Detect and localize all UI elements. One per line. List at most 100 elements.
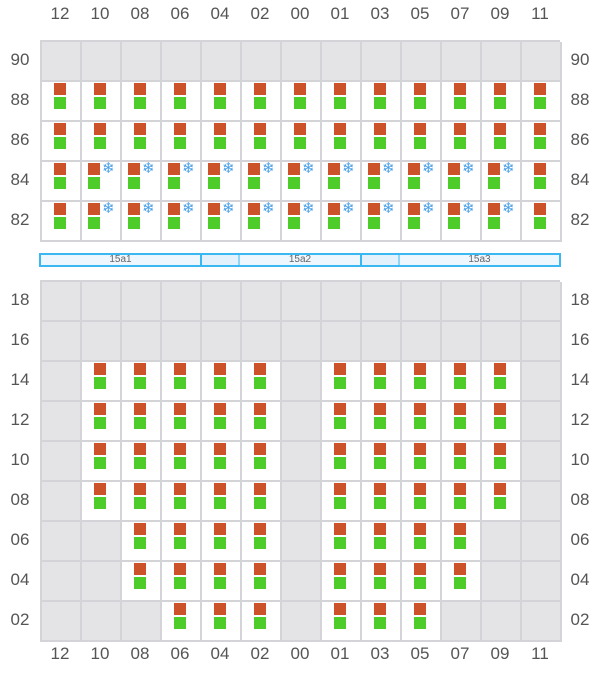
slot[interactable] — [522, 202, 562, 242]
slot[interactable] — [162, 402, 202, 442]
empty-slot[interactable] — [402, 282, 442, 322]
empty-slot[interactable] — [282, 482, 322, 522]
empty-slot[interactable] — [282, 522, 322, 562]
slot[interactable] — [242, 482, 282, 522]
slot[interactable] — [162, 482, 202, 522]
empty-slot[interactable] — [522, 442, 562, 482]
empty-slot[interactable] — [42, 322, 82, 362]
slot[interactable] — [362, 402, 402, 442]
slot[interactable] — [482, 402, 522, 442]
empty-slot[interactable] — [402, 42, 442, 82]
slot[interactable] — [162, 442, 202, 482]
slot[interactable] — [402, 362, 442, 402]
slot[interactable]: ❄ — [162, 201, 202, 242]
empty-slot[interactable] — [442, 42, 482, 82]
empty-slot[interactable] — [202, 322, 242, 362]
slot[interactable] — [482, 122, 522, 162]
empty-slot[interactable] — [42, 602, 82, 642]
slot[interactable] — [362, 122, 402, 162]
slot[interactable] — [162, 122, 202, 162]
empty-slot[interactable] — [522, 522, 562, 562]
slot[interactable]: ❄ — [282, 201, 322, 242]
empty-slot[interactable] — [162, 42, 202, 82]
slot[interactable] — [162, 602, 202, 642]
empty-slot[interactable] — [522, 562, 562, 602]
slot[interactable] — [122, 482, 162, 522]
slot[interactable] — [162, 82, 202, 122]
empty-slot[interactable] — [82, 602, 122, 642]
section-15a3[interactable]: 15a3 — [468, 254, 491, 265]
slot[interactable] — [442, 82, 482, 122]
slot[interactable] — [402, 602, 442, 642]
empty-slot[interactable] — [522, 322, 562, 362]
slot[interactable] — [402, 402, 442, 442]
empty-slot[interactable] — [282, 602, 322, 642]
empty-slot[interactable] — [82, 282, 122, 322]
slot[interactable] — [122, 522, 162, 562]
empty-slot[interactable] — [42, 442, 82, 482]
slot[interactable] — [322, 602, 362, 642]
empty-slot[interactable] — [282, 402, 322, 442]
empty-slot[interactable] — [202, 42, 242, 82]
slot[interactable] — [322, 442, 362, 482]
slot[interactable]: ❄ — [122, 161, 162, 202]
slot[interactable] — [202, 402, 242, 442]
empty-slot[interactable] — [82, 322, 122, 362]
slot[interactable] — [442, 122, 482, 162]
empty-slot[interactable] — [162, 322, 202, 362]
slot[interactable] — [362, 602, 402, 642]
empty-slot[interactable] — [42, 282, 82, 322]
section-gap[interactable] — [360, 255, 400, 265]
slot[interactable] — [242, 402, 282, 442]
slot[interactable] — [482, 362, 522, 402]
slot[interactable]: ❄ — [402, 201, 442, 242]
empty-slot[interactable] — [82, 562, 122, 602]
slot[interactable] — [202, 442, 242, 482]
empty-slot[interactable] — [122, 322, 162, 362]
slot[interactable] — [82, 482, 122, 522]
slot[interactable] — [122, 402, 162, 442]
slot[interactable] — [322, 82, 362, 122]
slot[interactable] — [402, 522, 442, 562]
slot[interactable] — [402, 482, 442, 522]
slot[interactable] — [122, 442, 162, 482]
empty-slot[interactable] — [322, 42, 362, 82]
empty-slot[interactable] — [42, 362, 82, 402]
empty-slot[interactable] — [42, 42, 82, 82]
slot[interactable] — [322, 482, 362, 522]
slot[interactable] — [322, 562, 362, 602]
empty-slot[interactable] — [522, 42, 562, 82]
empty-slot[interactable] — [282, 282, 322, 322]
slot[interactable] — [402, 562, 442, 602]
empty-slot[interactable] — [322, 282, 362, 322]
slot[interactable] — [362, 362, 402, 402]
empty-slot[interactable] — [42, 562, 82, 602]
slot[interactable] — [402, 122, 442, 162]
slot[interactable] — [42, 122, 82, 162]
slot[interactable] — [42, 162, 82, 202]
empty-slot[interactable] — [42, 402, 82, 442]
slot[interactable] — [482, 482, 522, 522]
slot[interactable] — [402, 442, 442, 482]
slot[interactable] — [202, 122, 242, 162]
slot[interactable]: ❄ — [482, 161, 522, 202]
slot[interactable]: ❄ — [362, 201, 402, 242]
slot[interactable]: ❄ — [282, 161, 322, 202]
empty-slot[interactable] — [162, 282, 202, 322]
empty-slot[interactable] — [362, 282, 402, 322]
slot[interactable] — [42, 202, 82, 242]
empty-slot[interactable] — [522, 482, 562, 522]
slot[interactable] — [202, 82, 242, 122]
slot[interactable]: ❄ — [322, 201, 362, 242]
slot[interactable] — [362, 442, 402, 482]
empty-slot[interactable] — [82, 42, 122, 82]
slot[interactable] — [122, 122, 162, 162]
slot[interactable] — [122, 362, 162, 402]
empty-slot[interactable] — [522, 362, 562, 402]
slot[interactable]: ❄ — [82, 201, 122, 242]
section-15a2[interactable]: 15a2 — [288, 254, 312, 265]
slot[interactable] — [522, 122, 562, 162]
slot[interactable] — [362, 82, 402, 122]
empty-slot[interactable] — [242, 322, 282, 362]
empty-slot[interactable] — [282, 562, 322, 602]
